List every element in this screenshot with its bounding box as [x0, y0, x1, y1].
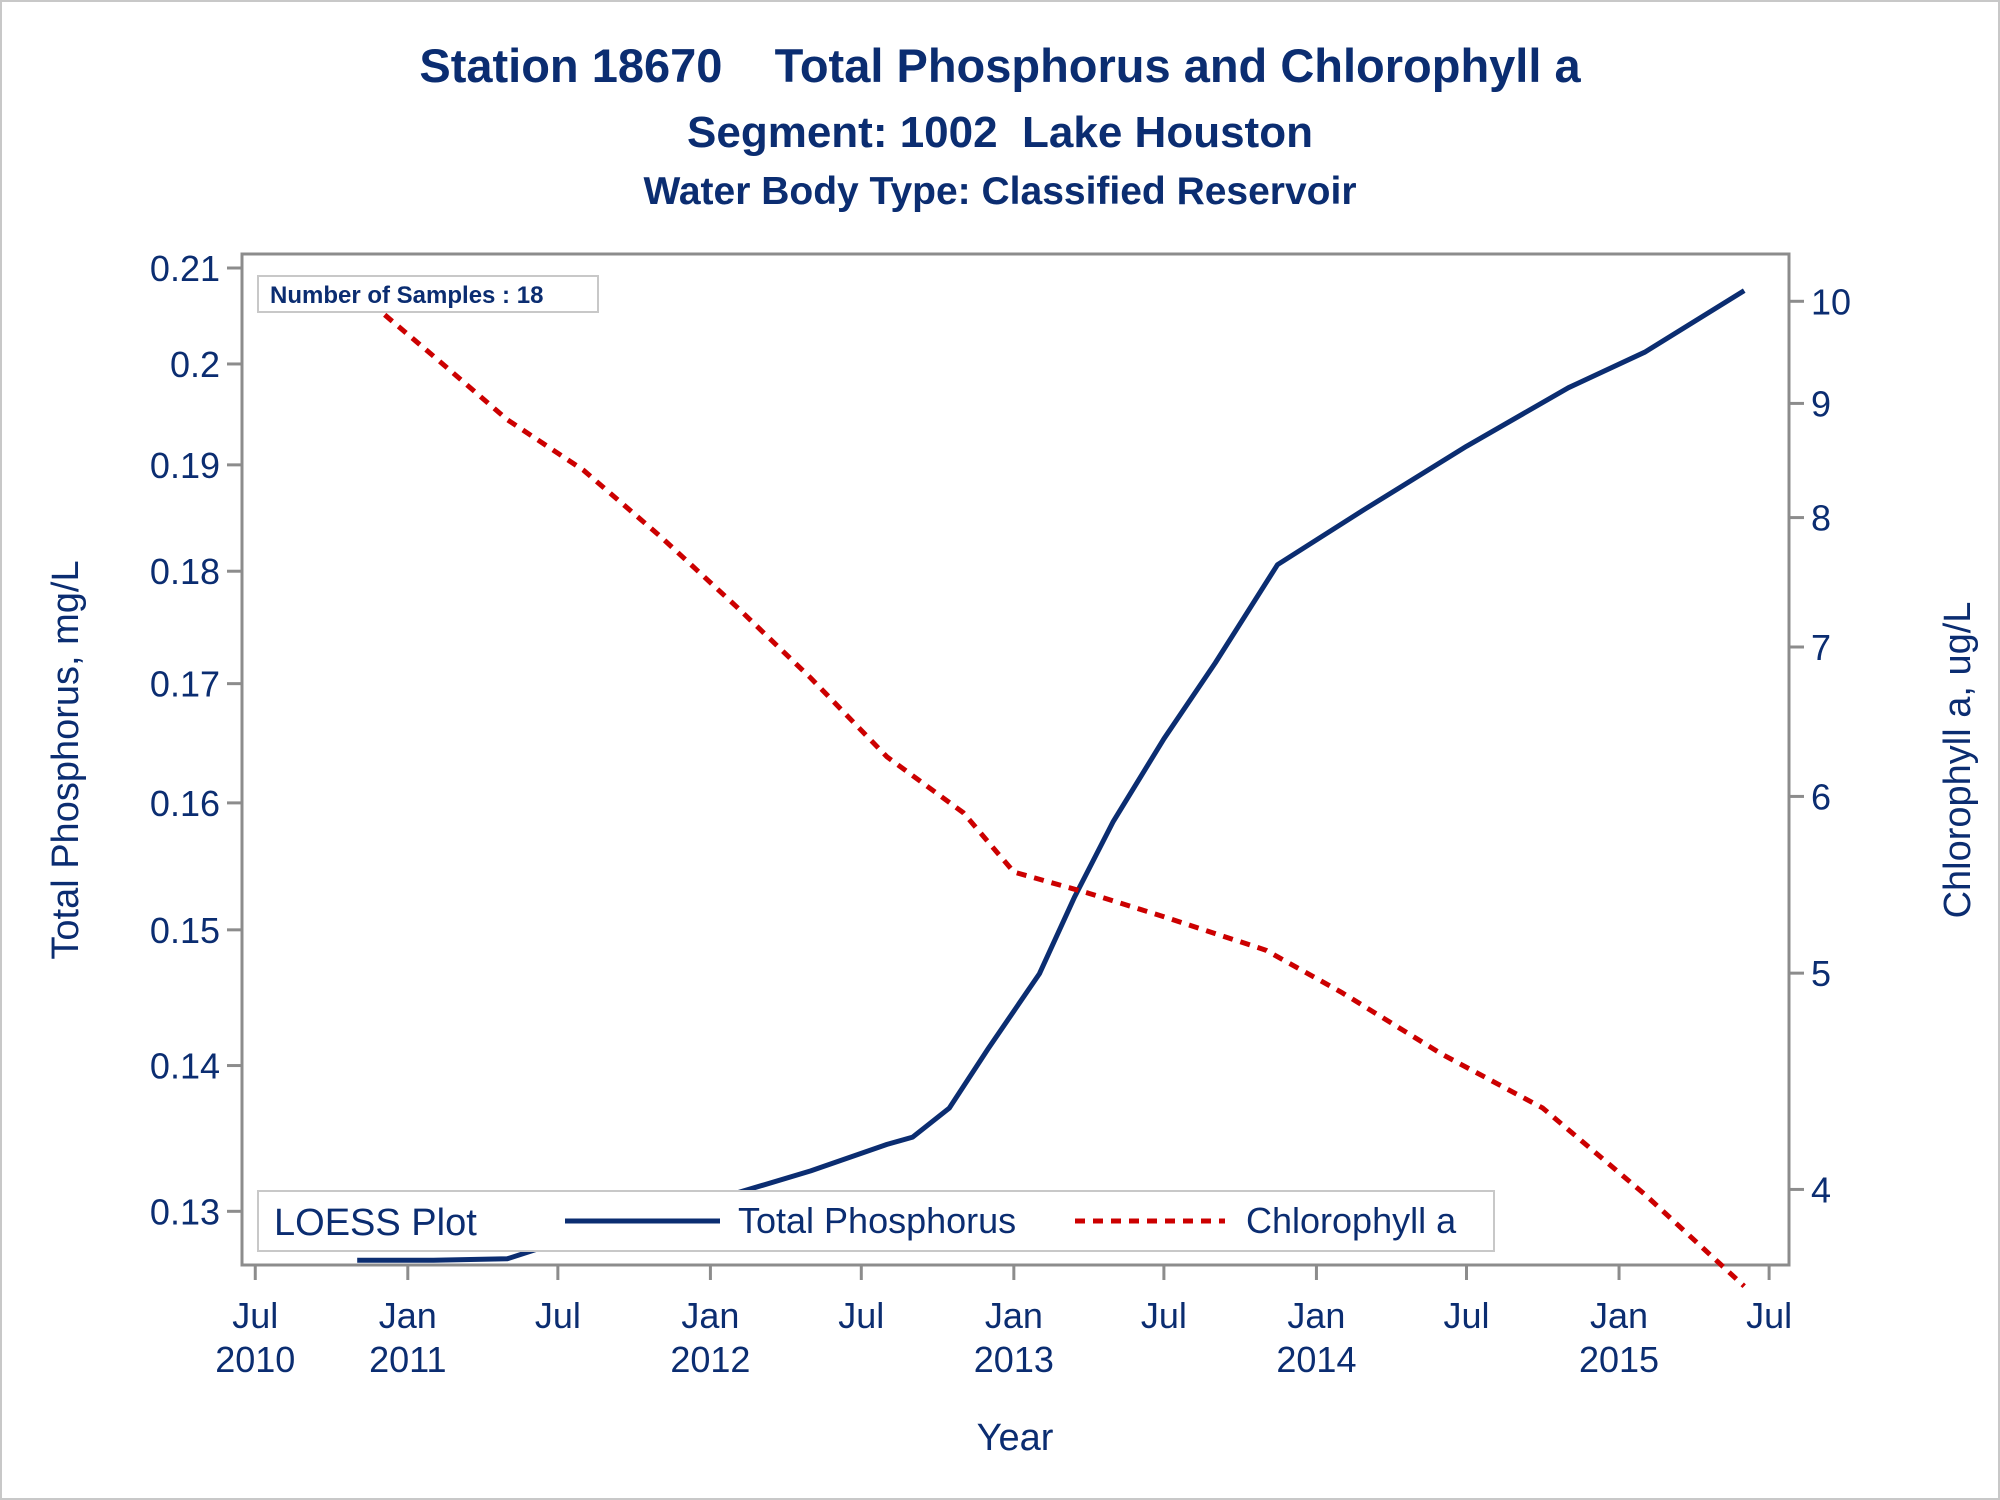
- y-tick-label: 0.18: [150, 551, 220, 592]
- x-tick-year-label: 2010: [215, 1339, 295, 1380]
- y-tick-label: 0.14: [150, 1046, 220, 1087]
- y-tick-label: 0.19: [150, 445, 220, 486]
- legend-label-total-phosphorus: Total Phosphorus: [738, 1200, 1016, 1241]
- x-tick-label: Jul: [1443, 1295, 1489, 1336]
- y2-tick-label: 8: [1811, 498, 1831, 539]
- y-tick-label: 0.13: [150, 1191, 220, 1232]
- legend: LOESS Plot Total Phosphorus Chlorophyll …: [257, 1190, 1495, 1252]
- plot-area-frame: [240, 252, 1791, 1267]
- x-tick-label: Jul: [1141, 1295, 1187, 1336]
- y-tick-label: 0.21: [150, 248, 220, 289]
- x-tick-year-label: 2011: [369, 1339, 446, 1380]
- sample-count-box: [257, 275, 599, 313]
- y2-tick-label: 7: [1811, 627, 1831, 668]
- x-tick-label: Jul: [838, 1295, 884, 1336]
- y2-tick-label: 6: [1811, 776, 1831, 817]
- x-tick-label: Jul: [535, 1295, 581, 1336]
- chart-title: Station 18670 Total Phosphorus and Chlor…: [419, 39, 1581, 92]
- y-tick-label: 0.2: [170, 344, 220, 385]
- y-axis-right: 4 5 6 7 8 9 10: [1789, 281, 1851, 1210]
- sample-count-text: Number of Samples : 18: [270, 282, 543, 309]
- x-axis-label: Year: [977, 1417, 1054, 1459]
- series-line-total-phosphorus: [357, 288, 1746, 1263]
- x-tick-label: Jan: [379, 1295, 437, 1336]
- x-tick-label: Jul: [232, 1295, 278, 1336]
- chart-subtitle-segment: Segment: 1002 Lake Houston: [687, 108, 1313, 157]
- y2-tick-label: 4: [1811, 1169, 1831, 1210]
- y-axis-label-right: Chlorophyll a, ug/L: [1937, 602, 1979, 919]
- series-line-chlorophyll-a: [355, 289, 1746, 1289]
- x-tick-year-label: 2015: [1579, 1339, 1659, 1380]
- x-tick-year-label: 2012: [670, 1339, 750, 1380]
- chart-subtitle-water-body: Water Body Type: Classified Reservoir: [643, 170, 1357, 213]
- y-tick-label: 0.16: [150, 783, 220, 824]
- y2-tick-label: 9: [1811, 383, 1831, 424]
- y2-tick-label: 5: [1811, 953, 1831, 994]
- x-tick-label: Jan: [1590, 1295, 1648, 1336]
- legend-box: [257, 1190, 1495, 1252]
- x-tick-label: Jan: [681, 1295, 739, 1336]
- series-layer: [355, 288, 1746, 1289]
- x-tick-label: Jan: [1287, 1295, 1345, 1336]
- legend-label-chlorophyll-a: Chlorophyll a: [1246, 1200, 1457, 1241]
- legend-title: LOESS Plot: [274, 1202, 477, 1244]
- x-tick-label: Jul: [1746, 1295, 1792, 1336]
- y-axis-label-left: Total Phosphorus, mg/L: [45, 560, 87, 959]
- x-tick-year-label: 2013: [974, 1339, 1054, 1380]
- y-tick-label: 0.15: [150, 910, 220, 951]
- y2-tick-label: 10: [1811, 281, 1851, 322]
- x-tick-label: Jan: [985, 1295, 1043, 1336]
- sample-count-inset: Number of Samples : 18: [257, 275, 599, 313]
- y-tick-label: 0.17: [150, 664, 220, 705]
- y-axis-left: 0.13 0.14 0.15 0.16 0.17 0.18 0.19 0.2 0.21: [150, 248, 242, 1232]
- x-tick-year-label: 2014: [1276, 1339, 1356, 1380]
